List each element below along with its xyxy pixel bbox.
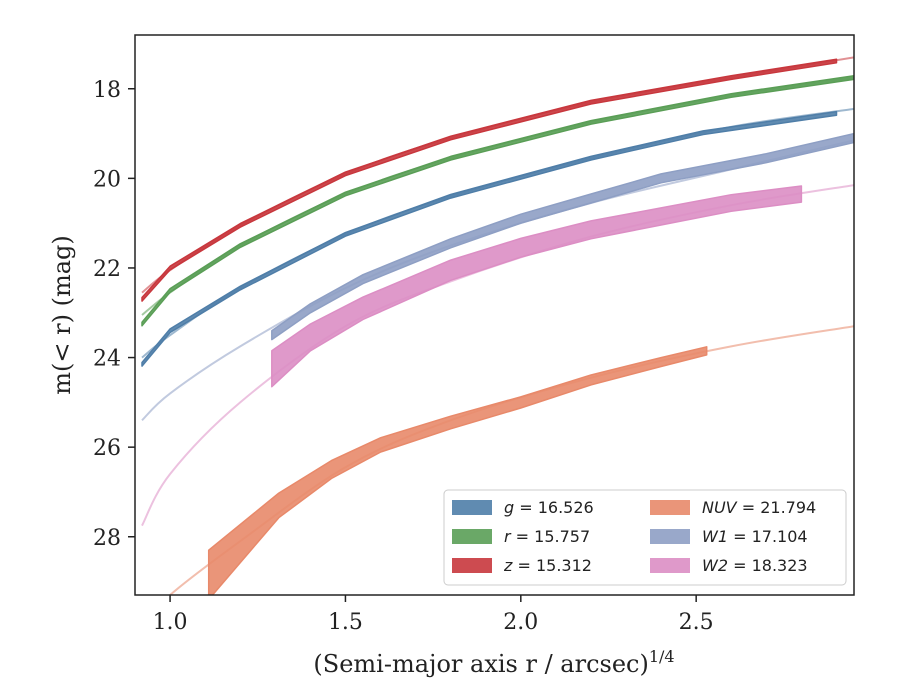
y-axis-label: m(< r) (mag) bbox=[48, 235, 76, 394]
data-band-1 bbox=[141, 75, 854, 327]
data-band-2 bbox=[141, 58, 838, 302]
x-tick-label: 2.5 bbox=[679, 610, 714, 635]
x-tick-label: 1.0 bbox=[153, 610, 188, 635]
legend-swatch bbox=[452, 500, 492, 515]
legend-label: g = 16.526 bbox=[504, 498, 594, 517]
data-band-5 bbox=[271, 185, 803, 388]
legend-label: W2 = 18.323 bbox=[702, 556, 808, 575]
y-tick-label: 22 bbox=[93, 257, 121, 282]
x-tick-label: 1.5 bbox=[328, 610, 363, 635]
model-curve-5 bbox=[141, 184, 854, 527]
y-tick-label: 28 bbox=[93, 526, 121, 551]
legend-label: NUV = 21.794 bbox=[702, 498, 816, 517]
legend-swatch bbox=[650, 529, 690, 544]
data-band-0 bbox=[141, 110, 838, 367]
x-axis-label: (Semi-major axis r / arcsec)1/4 bbox=[313, 647, 674, 678]
legend-swatch bbox=[650, 558, 690, 573]
y-tick-label: 26 bbox=[93, 436, 121, 461]
y-tick-label: 24 bbox=[93, 347, 121, 372]
legend-swatch bbox=[452, 558, 492, 573]
legend-swatch bbox=[650, 500, 690, 515]
y-tick-label: 20 bbox=[93, 167, 121, 192]
plot-frame bbox=[134, 34, 855, 596]
y-axis-ticks: 18 20 22 24 26 28 bbox=[93, 78, 135, 551]
x-tick-label: 2.0 bbox=[503, 610, 538, 635]
legend-label: W1 = 17.104 bbox=[702, 527, 808, 546]
plot-series bbox=[141, 56, 854, 595]
legend: g = 16.526 r = 15.757 z = 15.312 NUV = 21.7… bbox=[443, 489, 847, 586]
legend-label: r = 15.757 bbox=[504, 527, 590, 546]
data-band-4 bbox=[271, 132, 854, 341]
legend-box bbox=[443, 489, 847, 586]
x-axis-ticks: 1.0 1.5 2.0 2.5 bbox=[153, 595, 714, 635]
y-tick-label: 18 bbox=[93, 78, 121, 103]
data-band-3 bbox=[207, 346, 708, 595]
legend-swatch bbox=[452, 529, 492, 544]
legend-label: z = 15.312 bbox=[503, 556, 592, 575]
